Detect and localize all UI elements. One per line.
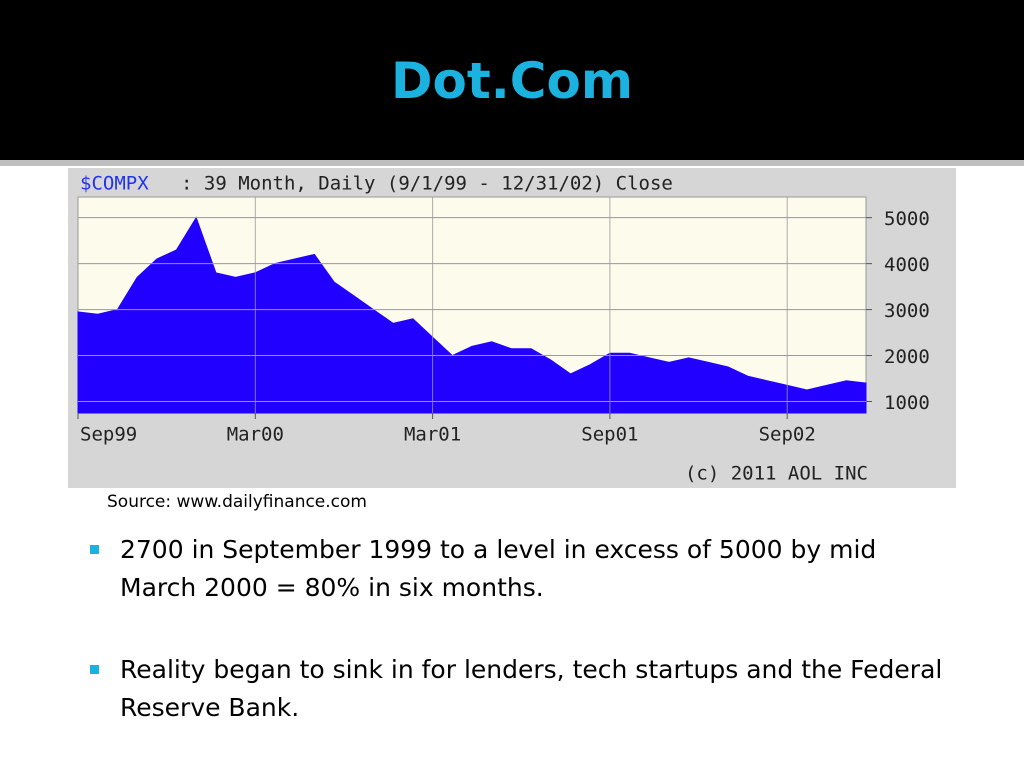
slide-title: Dot.Com <box>391 52 633 110</box>
x-tick-label: Mar01 <box>404 424 461 446</box>
y-tick-label: 5000 <box>884 208 930 230</box>
y-tick-label: 2000 <box>884 346 930 368</box>
y-tick-label: 1000 <box>884 392 930 414</box>
bullet-text: Reality began to sink in for lenders, te… <box>120 655 943 722</box>
chart-footer: (c) 2011 AOL INC <box>685 463 868 485</box>
y-tick-label: 3000 <box>884 300 930 322</box>
bullet-text: 2700 in September 1999 to a level in exc… <box>120 535 877 602</box>
y-tick-label: 4000 <box>884 254 930 276</box>
bullet-marker <box>90 665 99 674</box>
area <box>77 216 867 414</box>
x-tick-label: Mar00 <box>227 424 284 446</box>
title-band <box>0 0 1024 160</box>
bullet-marker <box>90 545 99 554</box>
bullet: Reality began to sink in for lenders, te… <box>90 651 960 727</box>
bullet: 2700 in September 1999 to a level in exc… <box>90 531 960 607</box>
chart-title: $COMPX <box>80 173 149 195</box>
x-tick-label: Sep99 <box>80 424 137 446</box>
source: Source: www.dailyfinance.com <box>107 492 367 512</box>
chart-subtitle: : 39 Month, Daily (9/1/99 - 12/31/02) Cl… <box>181 173 673 195</box>
x-tick-label: Sep01 <box>581 424 638 446</box>
x-tick-label: Sep02 <box>759 424 816 446</box>
